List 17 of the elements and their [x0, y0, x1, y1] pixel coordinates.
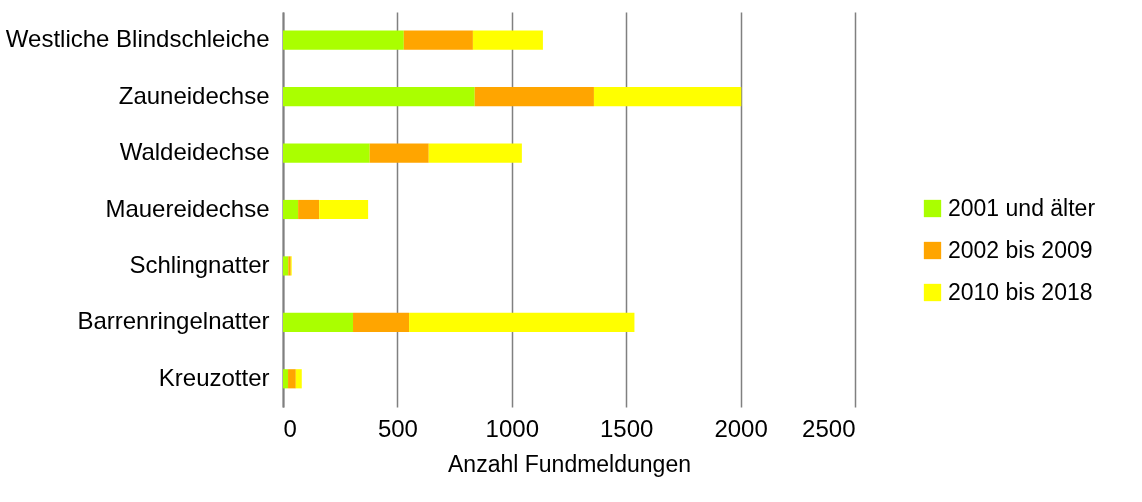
x-tick-label: 1500 [600, 414, 654, 442]
x-tick-label: 0 [283, 414, 297, 442]
y-tick-label: Mauereidechse [105, 194, 270, 222]
y-tick-label: Westliche Blindschleiche [5, 25, 270, 53]
legend-label: 2001 und älter [948, 194, 1096, 221]
y-tick-label: Schlingnatter [129, 250, 270, 278]
x-tick-label: 500 [377, 414, 418, 442]
y-tick-label: Zauneidechse [118, 81, 270, 109]
y-tick-label: Kreuzotter [158, 363, 270, 391]
y-tick-label: Waldeidechse [119, 138, 270, 166]
legend-label: 2002 bis 2009 [948, 236, 1093, 263]
x-tick-label: 2000 [714, 414, 768, 442]
legend-label: 2010 bis 2018 [948, 278, 1093, 305]
y-tick-label: Barrenringelnatter [77, 307, 270, 335]
x-axis-title: Anzahl Fundmeldungen [448, 450, 691, 477]
x-tick-label: 2500 [802, 414, 856, 442]
x-tick-label: 1000 [485, 414, 539, 442]
